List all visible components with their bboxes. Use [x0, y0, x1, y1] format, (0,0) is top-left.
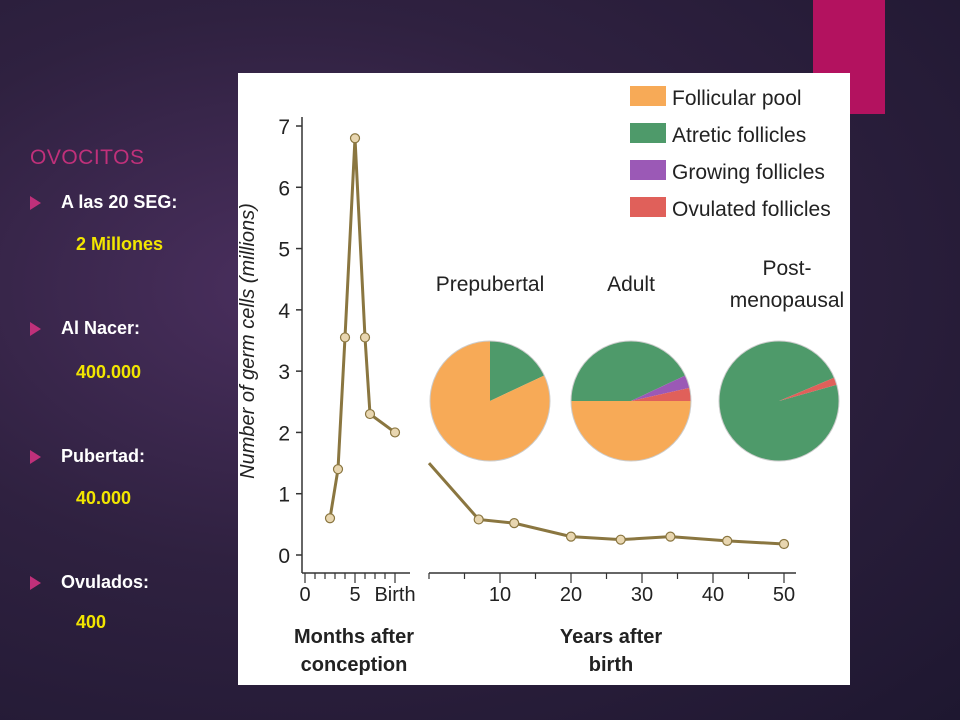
arrow-bullet-icon [30, 195, 41, 210]
legend-swatch [630, 86, 666, 106]
series-line-prenatal [328, 138, 396, 519]
pie-slice [571, 401, 691, 461]
data-point-postnatal [473, 514, 484, 525]
pie-slice [719, 340, 839, 461]
x-tick-label-postnatal: 20 [560, 584, 582, 606]
data-point-prenatal [359, 332, 371, 343]
bullet-value: 40.000 [76, 488, 132, 508]
pie-title: Prepubertal [436, 273, 545, 296]
x-tick-label-prenatal: 0 [299, 584, 310, 606]
bullet-label: A las 20 SEG [61, 192, 172, 212]
pie-slice [779, 377, 837, 401]
bullet-suffix: : [134, 318, 141, 338]
y-tick-label: 2 [278, 422, 290, 445]
pie-outline [718, 340, 840, 462]
legend-swatch [630, 197, 666, 217]
y-tick-label: 0 [278, 545, 290, 568]
bullet-item: Pubertad: [30, 446, 145, 467]
data-point-prenatal [339, 332, 351, 343]
pie-outline [429, 340, 551, 462]
legend-label: Follicular pool [672, 87, 802, 110]
y-tick-label: 5 [278, 239, 290, 262]
x-tick-label-postnatal: 30 [631, 584, 653, 606]
y-tick-label: 3 [278, 361, 290, 384]
legend-swatch [630, 123, 666, 143]
y-tick-label: 1 [278, 484, 290, 507]
arrow-bullet-icon [30, 449, 41, 464]
bullet-value: 400 [76, 612, 107, 632]
pie-title: menopausal [730, 289, 844, 312]
data-point-prenatal [364, 408, 376, 420]
data-point-postnatal [665, 531, 676, 542]
pie-outline [570, 340, 692, 462]
bullet-value: 2 Millones [76, 234, 164, 254]
bullet-item: Al Nacer: [30, 318, 140, 339]
legend-label: Ovulated follicles [672, 198, 831, 221]
data-point-postnatal [778, 538, 790, 550]
y-tick-label: 7 [278, 116, 290, 139]
bullet-value: 400.000 [76, 362, 142, 382]
x-axis-label-prenatal-line1: Months after [294, 626, 414, 648]
x-axis-label-postnatal-line2: birth [589, 654, 633, 676]
bullet-item: A las 20 SEG: [30, 192, 177, 213]
x-tick-label-postnatal: 50 [773, 584, 795, 606]
arrow-bullet-icon [30, 321, 41, 336]
x-tick-label-postnatal: 10 [489, 584, 511, 606]
chart-svg: 0 1 2 3 4 5 6 7 Number of germ cells (millions) 0… [238, 86, 844, 676]
bullet-label: Al Nacer [61, 318, 135, 338]
chart-figure: 0 1 2 3 4 5 6 7 Number of germ cells (millions) 0… [238, 73, 850, 685]
series-line-postnatal [427, 462, 785, 546]
y-tick-label: 6 [278, 177, 290, 200]
y-axis-label: Number of germ cells (millions) [238, 203, 259, 479]
pie-title: Adult [607, 273, 655, 296]
x-axis-label-postnatal-line1: Years after [560, 626, 663, 648]
x-tick-label-prenatal: Birth [374, 584, 415, 606]
pie-slice [631, 387, 691, 401]
data-point-postnatal [509, 518, 520, 529]
pie-title: Post- [762, 257, 811, 280]
x-tick-label-postnatal: 40 [702, 584, 724, 606]
y-tick-label: 4 [278, 300, 290, 323]
legend-swatch [630, 160, 666, 180]
data-point-prenatal [349, 133, 361, 144]
text-panel: OVOCITOS A las 20 SEG: 2 Millones Al Nac… [28, 0, 238, 720]
pie-slice [429, 341, 550, 461]
bullet-item: Ovulados: [30, 572, 149, 593]
data-point-prenatal [332, 464, 344, 475]
x-axis-label-prenatal-line2: conception [301, 654, 408, 676]
x-tick-label-prenatal: 5 [349, 584, 360, 606]
pie-slice [571, 341, 686, 401]
data-point-postnatal [615, 534, 626, 545]
slide-heading: OVOCITOS [30, 146, 145, 169]
legend-label: Growing follicles [672, 161, 825, 184]
arrow-bullet-icon [30, 575, 41, 590]
data-point-postnatal [565, 531, 577, 542]
bullet-label: Pubertad: [61, 446, 146, 466]
pie-slice [631, 375, 690, 401]
data-point-postnatal [722, 535, 733, 547]
legend-label: Atretic follicles [672, 124, 806, 147]
bullet-label: Ovulados: [61, 572, 150, 592]
pie-slice [490, 341, 545, 401]
data-point-prenatal [324, 513, 336, 524]
data-point-prenatal [389, 427, 401, 438]
bullet-suffix: : [171, 192, 178, 212]
